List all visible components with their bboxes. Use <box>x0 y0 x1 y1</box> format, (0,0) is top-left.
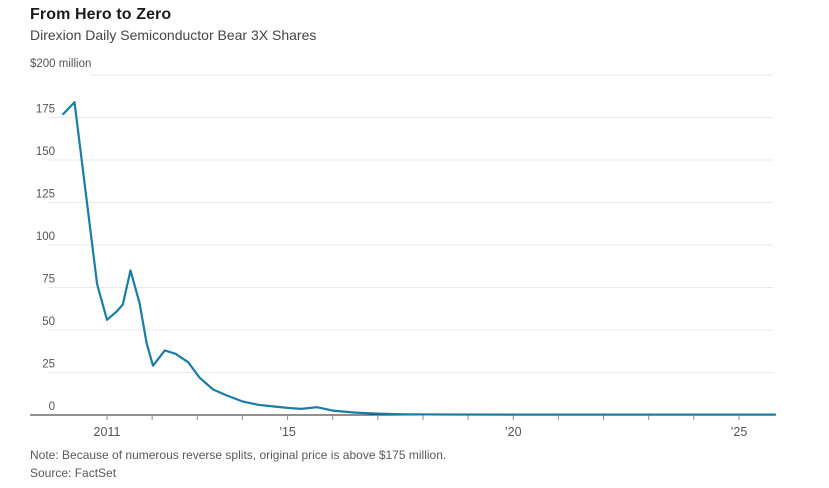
x-axis-tick-label: 2011 <box>94 425 121 439</box>
chart-note: Note: Because of numerous reverse splits… <box>30 448 447 462</box>
y-axis-tick-label: 25 <box>42 359 55 371</box>
y-axis-tick-label: 50 <box>42 316 55 328</box>
y-axis-unit-label: $200 million <box>30 58 92 70</box>
chart-subtitle: Direxion Daily Semiconductor Bear 3X Sha… <box>30 27 317 43</box>
data-line <box>62 101 777 416</box>
y-axis-tick-label: 0 <box>49 401 55 413</box>
y-axis-tick-label: 150 <box>36 146 55 158</box>
y-axis-tick-label: 125 <box>36 189 55 201</box>
x-axis-tick-label: ’25 <box>731 425 748 439</box>
chart-source: Source: FactSet <box>30 466 117 480</box>
x-axis-tick-label: ’15 <box>279 425 296 439</box>
y-axis-tick-label: 175 <box>36 104 55 116</box>
chart-title: From Hero to Zero <box>30 6 172 23</box>
x-axis-tick-label: ’20 <box>505 425 522 439</box>
y-axis-tick-label: 100 <box>36 231 55 243</box>
y-axis-tick-label: 75 <box>42 274 55 286</box>
